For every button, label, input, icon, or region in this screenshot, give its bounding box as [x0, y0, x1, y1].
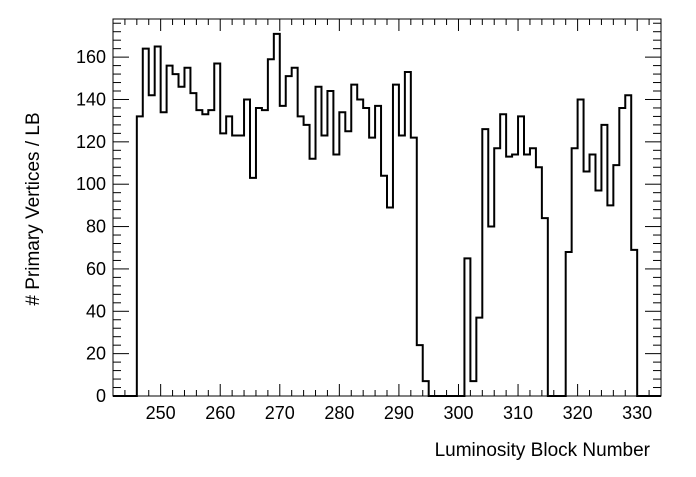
x-tick-label: 320	[563, 403, 593, 423]
x-tick-label: 310	[503, 403, 533, 423]
y-tick-label: 0	[96, 386, 106, 406]
x-tick-label: 270	[265, 403, 295, 423]
histogram-bin	[357, 99, 363, 396]
y-tick-label: 80	[86, 217, 106, 237]
y-tick-label: 140	[76, 89, 106, 109]
histogram-bin	[470, 381, 476, 396]
histogram-bin	[196, 110, 202, 396]
histogram-bin	[345, 131, 351, 396]
histogram-bin	[286, 76, 292, 396]
histogram-bin	[304, 125, 310, 396]
histogram-bin	[238, 135, 244, 396]
y-tick-label: 160	[76, 47, 106, 67]
histogram-bin	[250, 178, 256, 396]
histogram-outline	[113, 32, 661, 397]
x-tick-label: 330	[622, 403, 652, 423]
y-tick-label: 100	[76, 174, 106, 194]
y-tick-label: 60	[86, 259, 106, 279]
histogram-bin	[506, 157, 512, 396]
histogram-bin	[262, 110, 268, 396]
y-axis-ticks: 0 20 40 60 80 100 120 140 160	[76, 22, 661, 406]
histogram-bin	[226, 116, 232, 396]
x-axis-ticks: 250 260 270 280 290 300 310 320 330	[112, 19, 662, 423]
histogram-bin	[280, 106, 286, 396]
histogram-bin	[321, 135, 327, 396]
histogram-bin	[149, 95, 155, 396]
histogram-bin	[184, 68, 190, 396]
histogram-bin	[167, 66, 173, 396]
x-tick-label: 260	[205, 403, 235, 423]
histogram-bin	[488, 227, 494, 396]
histogram-bin	[607, 205, 613, 396]
histogram-bin	[524, 155, 530, 396]
histogram-bin	[369, 138, 375, 396]
histogram-bin	[518, 116, 524, 396]
y-tick-label: 120	[76, 132, 106, 152]
histogram-bin	[387, 208, 393, 397]
y-tick-label: 20	[86, 344, 106, 364]
histogram-bin	[310, 159, 316, 396]
histogram-bin	[190, 93, 196, 396]
histogram-bin	[298, 116, 304, 396]
histogram-bin	[232, 135, 238, 396]
histogram-bin	[202, 114, 208, 396]
histogram-bin	[208, 110, 214, 396]
histogram-bin	[530, 148, 536, 396]
histogram-bin	[161, 112, 167, 396]
histogram-bin	[173, 74, 179, 396]
histogram-bin	[512, 155, 518, 396]
y-tick-label: 40	[86, 301, 106, 321]
histogram-bins	[137, 34, 637, 396]
x-tick-label: 250	[146, 403, 176, 423]
histogram-bin	[363, 108, 369, 396]
histogram-bin	[595, 191, 601, 396]
histogram-bin	[220, 133, 226, 396]
x-tick-label: 290	[384, 403, 414, 423]
histogram-bin	[179, 87, 185, 396]
histogram-bin	[584, 171, 590, 396]
x-tick-label: 280	[324, 403, 354, 423]
histogram-bin	[381, 176, 387, 396]
x-tick-label: 300	[443, 403, 473, 423]
histogram-bin	[333, 155, 339, 396]
y-axis-label: # Primary Vertices / LB	[23, 112, 44, 305]
histogram-bin	[399, 135, 405, 396]
x-axis-label: Luminosity Block Number	[435, 440, 651, 461]
